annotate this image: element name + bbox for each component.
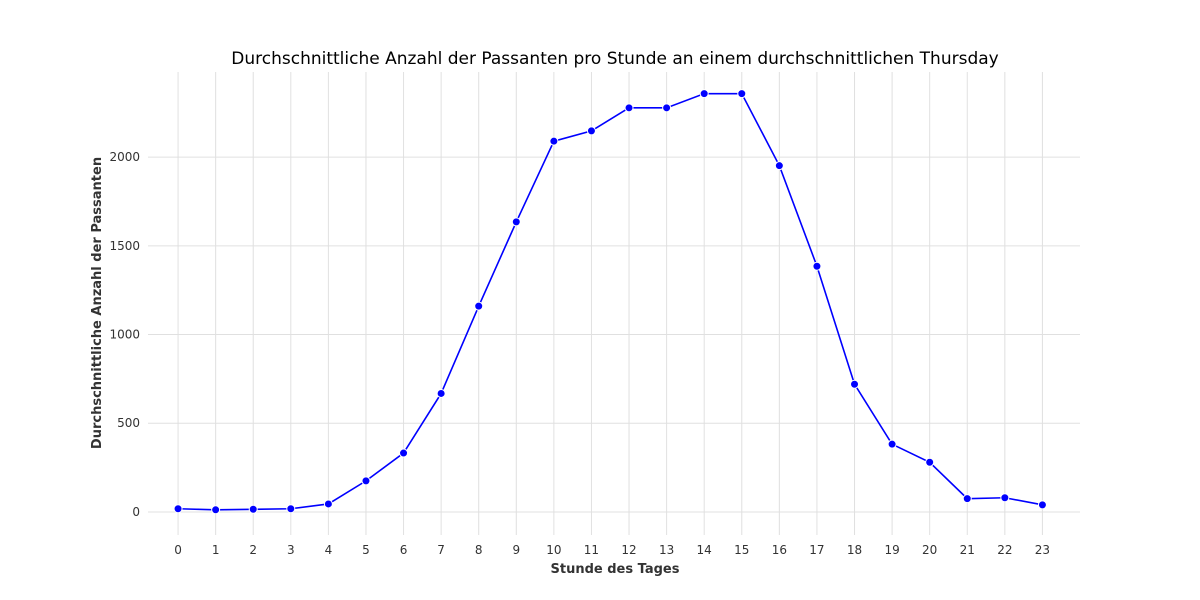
x-axis-ticks: 0 1 2 3 4 5 6 7 8 9 10 11 12 13 14 15 16 17 18 19 20 21 22 23 — [174, 543, 1050, 557]
data-point — [887, 439, 897, 449]
x-tick-label: 16 — [772, 543, 787, 557]
data-point — [286, 504, 296, 514]
y-tick-label: 0 — [132, 505, 140, 519]
x-tick-label: 11 — [584, 543, 599, 557]
data-point — [173, 504, 183, 514]
x-tick-label: 13 — [659, 543, 674, 557]
data-point — [737, 89, 747, 99]
data-point — [699, 89, 709, 99]
data-point — [662, 103, 672, 113]
x-tick-label: 1 — [212, 543, 220, 557]
y-tick-label: 2000 — [109, 150, 140, 164]
x-tick-label: 6 — [400, 543, 408, 557]
series-line — [178, 92, 1043, 511]
y-axis-ticks: 0 500 1000 1500 2000 — [109, 150, 140, 519]
x-tick-label: 4 — [325, 543, 333, 557]
data-point — [399, 448, 409, 458]
x-tick-label: 20 — [922, 543, 937, 557]
data-point — [1000, 493, 1010, 503]
y-tick-label: 1000 — [109, 328, 140, 342]
data-point — [211, 505, 221, 515]
series — [173, 89, 1047, 515]
x-tick-label: 0 — [174, 543, 182, 557]
data-point — [549, 136, 559, 146]
x-tick-label: 12 — [621, 543, 636, 557]
x-tick-label: 17 — [809, 543, 824, 557]
x-tick-label: 21 — [960, 543, 975, 557]
x-tick-label: 18 — [847, 543, 862, 557]
y-axis-label: Durchschnittliche Anzahl der Passanten — [90, 157, 105, 449]
x-tick-label: 2 — [249, 543, 257, 557]
data-point — [436, 388, 446, 398]
data-point — [361, 476, 371, 486]
y-tick-label: 1500 — [109, 239, 140, 253]
x-tick-label: 7 — [437, 543, 445, 557]
data-point — [323, 499, 333, 509]
data-point — [1037, 500, 1047, 510]
x-tick-label: 9 — [512, 543, 520, 557]
data-point — [248, 504, 258, 514]
x-tick-label: 5 — [362, 543, 370, 557]
data-point — [624, 103, 634, 113]
x-tick-label: 8 — [475, 543, 483, 557]
x-tick-label: 19 — [884, 543, 899, 557]
x-tick-label: 14 — [697, 543, 712, 557]
data-point — [925, 457, 935, 467]
data-point — [812, 261, 822, 271]
data-point — [511, 217, 521, 227]
data-point — [474, 301, 484, 311]
chart-title: Durchschnittliche Anzahl der Passanten p… — [231, 49, 998, 69]
x-axis-label: Stunde des Tages — [551, 562, 680, 577]
data-point — [850, 379, 860, 389]
y-tick-label: 500 — [117, 416, 140, 430]
grid — [148, 72, 1080, 535]
data-point — [774, 161, 784, 171]
x-tick-label: 22 — [997, 543, 1012, 557]
x-tick-label: 3 — [287, 543, 295, 557]
data-point — [962, 494, 972, 504]
data-point — [586, 126, 596, 136]
x-tick-label: 10 — [546, 543, 561, 557]
x-tick-label: 23 — [1035, 543, 1050, 557]
x-tick-label: 15 — [734, 543, 749, 557]
